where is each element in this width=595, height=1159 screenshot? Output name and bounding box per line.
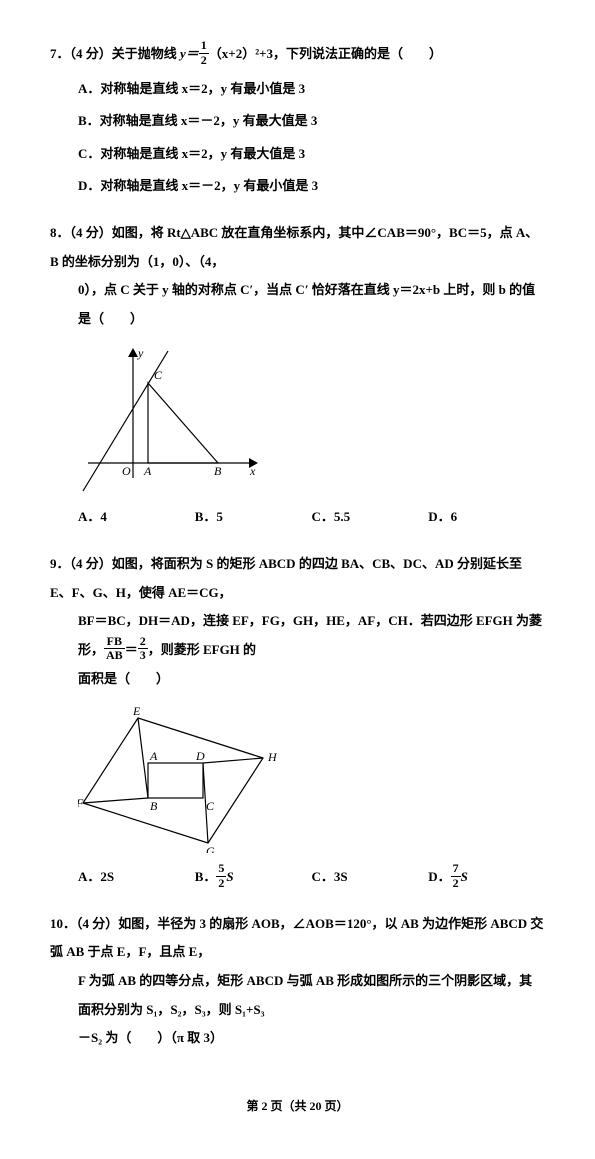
q10-line2: F 为弧 AB 的四等分点，矩形 ABCD 与弧 AB 形成如图所示的三个阴影区…: [50, 967, 545, 1024]
question-9: 9．（4 分）如图，将面积为 S 的矩形 ABCD 的四边 BA、CB、DC、A…: [50, 550, 545, 892]
q7-opt-c: C．对称轴是直线 x＝2，y 有最大值是 3: [78, 140, 545, 169]
q8-triangle-graph: OA B Cy x: [78, 343, 258, 493]
q9-opt-b: B．52S: [195, 863, 312, 892]
q8-opt-b: B．5: [195, 503, 312, 532]
svg-text:D: D: [195, 749, 205, 763]
q9-options: A．2S B．52S C．3S D．72S: [50, 863, 545, 892]
question-10: 10．（4 分）如图，半径为 3 的扇形 AOB，∠AOB＝120°，以 AB …: [50, 910, 545, 1053]
svg-text:E: E: [132, 704, 141, 718]
q9-line1: 9．（4 分）如图，将面积为 S 的矩形 ABCD 的四边 BA、CB、DC、A…: [50, 550, 545, 607]
svg-text:A: A: [149, 749, 158, 763]
svg-text:C: C: [154, 368, 163, 382]
svg-text:y: y: [137, 346, 144, 360]
q8-options: A．4 B．5 C．5.5 D．6: [50, 503, 545, 532]
q7-opt-d: D．对称轴是直线 x＝－2，y 有最小值是 3: [78, 172, 545, 201]
q8-opt-d: D．6: [428, 503, 545, 532]
q7-opt-a: A．对称轴是直线 x＝2，y 有最小值是 3: [78, 75, 545, 104]
svg-text:C: C: [206, 799, 215, 813]
q8-opt-c: C．5.5: [312, 503, 429, 532]
q8-opt-a: A．4: [78, 503, 195, 532]
page-footer: 第 2 页（共 20 页）: [50, 1093, 545, 1119]
svg-text:H: H: [267, 750, 278, 764]
q7-formula-before: y＝: [180, 46, 199, 61]
q10-line1: 10．（4 分）如图，半径为 3 的扇形 AOB，∠AOB＝120°，以 AB …: [50, 910, 545, 967]
svg-text:F: F: [78, 796, 84, 810]
q7-stem: 7．（4 分）关于抛物线 y＝12（x+2）²+3，下列说法正确的是（ ）: [50, 40, 545, 69]
q9-line2: BF＝BC，DH＝AD，连接 EF，FG，GH，HE，AF，CH．若四边形 EF…: [50, 607, 545, 664]
svg-text:A: A: [143, 464, 152, 478]
svg-text:B: B: [150, 799, 158, 813]
q9-opt-c: C．3S: [312, 863, 429, 892]
q9-line3: 面积是（ ）: [50, 665, 545, 694]
svg-text:O: O: [122, 464, 131, 478]
q8-line2: 0），点 C 关于 y 轴的对称点 C′，当点 C′ 恰好落在直线 y＝2x+b…: [50, 276, 545, 333]
q9-opt-d: D．72S: [428, 863, 545, 892]
q7-opt-b: B．对称轴是直线 x＝－2，y 有最大值是 3: [78, 107, 545, 136]
q9-rhombus-diagram: E H G F A D B C: [78, 703, 278, 853]
question-7: 7．（4 分）关于抛物线 y＝12（x+2）²+3，下列说法正确的是（ ） A．…: [50, 40, 545, 201]
q8-line1: 8．（4 分）如图，将 Rt△ABC 放在直角坐标系内，其中∠CAB＝90°，B…: [50, 219, 545, 276]
question-8: 8．（4 分）如图，将 Rt△ABC 放在直角坐标系内，其中∠CAB＝90°，B…: [50, 219, 545, 532]
q7-fraction: 12: [199, 39, 209, 66]
q9-frac-fb-ab: FBAB: [104, 635, 125, 662]
q7-options: A．对称轴是直线 x＝2，y 有最小值是 3 B．对称轴是直线 x＝－2，y 有…: [50, 75, 545, 201]
q7-prefix: 7．（4 分）关于抛物线: [50, 46, 180, 61]
q9-opt-a: A．2S: [78, 863, 195, 892]
svg-text:B: B: [214, 464, 222, 478]
svg-text:G: G: [206, 844, 215, 853]
q7-formula-after: （x+2）²+3，下列说法正确的是（ ）: [209, 46, 442, 61]
q9-frac-23: 23: [138, 635, 148, 662]
q8-figure: OA B Cy x: [78, 343, 545, 493]
q9-figure: E H G F A D B C: [78, 703, 545, 853]
q10-line3: －S₂ 为（ ）（π 取 3）: [50, 1024, 545, 1053]
svg-text:x: x: [249, 464, 256, 478]
